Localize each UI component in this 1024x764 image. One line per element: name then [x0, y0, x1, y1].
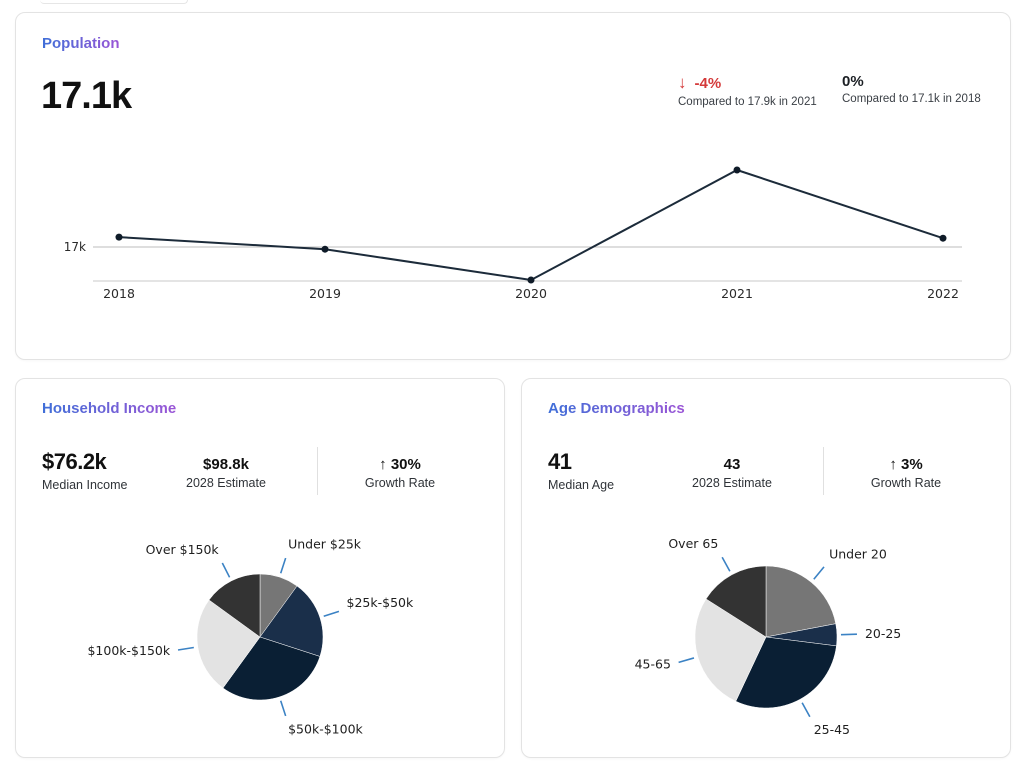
change-2021-label: Compared to 17.9k in 2021 — [678, 96, 817, 108]
leader-line-50k-100k — [279, 700, 287, 717]
pie-slice-under-20 — [765, 565, 837, 638]
pie-label-20-25: 20-25 — [865, 626, 901, 641]
change-2018-label: Compared to 17.1k in 2018 — [842, 93, 981, 105]
income-growth-label: Growth Rate — [364, 476, 436, 490]
arrow-down-icon: ↓ — [678, 73, 687, 92]
age-estimate-stat: 43 2028 Estimate — [682, 456, 782, 490]
leader-line-over-150k — [221, 562, 231, 578]
x-tick-label-2019: 2019 — [309, 286, 341, 301]
leader-line-under-20 — [813, 566, 825, 580]
pie-label-under-25k: Under $25k — [288, 536, 362, 551]
x-tick-label-2020: 2020 — [515, 286, 547, 301]
population-value: 17.1k — [41, 75, 132, 117]
median-age-stat: 41 Median Age — [548, 449, 614, 492]
pie-label-over-150k: Over $150k — [146, 542, 220, 557]
data-point-2019 — [321, 245, 329, 253]
age-growth-label: Growth Rate — [870, 476, 942, 490]
arrow-up-icon: ↑ — [379, 456, 387, 473]
pie-label-25-45: 25-45 — [814, 722, 850, 737]
income-title: Household Income — [42, 400, 177, 417]
pie-label-100k-150k: $100k-$150k — [87, 643, 170, 658]
change-2021-value: -4% — [694, 74, 722, 92]
age-title: Age Demographics — [548, 400, 685, 417]
income-pie-chart: Under $25k $25k-$50k $50k-$100k $100k-$150k… — [87, 536, 414, 737]
pie-label-50k-100k: $50k-$100k — [288, 722, 363, 737]
median-income-value: $76.2k — [42, 449, 107, 474]
pie-label-45-65: 45-65 — [635, 657, 671, 672]
median-age-label: Median Age — [548, 478, 615, 492]
x-tick-label-2022: 2022 — [927, 286, 959, 301]
pie-slice-100k-150k — [196, 599, 261, 689]
change-2018-value: 0% — [842, 73, 864, 90]
leader-line-under-25k — [279, 557, 287, 574]
x-tick-label-2021: 2021 — [721, 286, 753, 301]
leader-line-25-45 — [801, 702, 811, 718]
population-line-chart: 17k 2018 2019 2020 2021 2022 — [64, 166, 962, 301]
leader-line-over-65 — [721, 556, 731, 572]
population-title: Population — [42, 35, 120, 52]
median-income-stat: $76.2k Median Income — [42, 449, 127, 492]
income-estimate-value: $98.8k — [203, 456, 249, 473]
pie-slice-over-150k — [208, 573, 261, 638]
income-estimate-stat: $98.8k 2028 Estimate — [176, 456, 276, 490]
previous-card-edge — [40, 0, 188, 4]
pie-slice-25k-50k — [259, 585, 324, 657]
pie-slice-25-45 — [735, 636, 837, 709]
age-growth-value: 3% — [900, 456, 923, 473]
population-series-line — [118, 168, 944, 282]
population-change-2021: ↓ -4% Compared to 17.9k in 2021 — [678, 73, 817, 108]
data-point-2018 — [115, 233, 123, 241]
data-point-2020 — [527, 276, 535, 284]
pie-slice-45-65 — [694, 598, 767, 702]
y-tick-label: 17k — [64, 240, 86, 254]
population-change-2018: 0% Compared to 17.1k in 2018 — [842, 73, 981, 105]
pie-label-25k-50k: $25k-$50k — [347, 595, 414, 610]
median-age-value: 41 — [548, 449, 572, 474]
age-growth-stat: ↑ 3% Growth Rate — [856, 456, 956, 490]
income-estimate-label: 2028 Estimate — [186, 476, 266, 490]
pie-label-under-20: Under 20 — [829, 547, 887, 562]
pie-label-over-65: Over 65 — [668, 536, 718, 551]
leader-line-20-25 — [840, 633, 857, 636]
age-estimate-value: 43 — [723, 456, 741, 473]
leader-line-100k-150k — [177, 646, 194, 651]
data-point-2021 — [733, 166, 741, 174]
pie-slice-50k-100k — [222, 636, 321, 701]
age-demographics-card: Age Demographics 41 Median Age 43 2028 E… — [521, 378, 1011, 758]
age-divider — [823, 447, 824, 495]
pie-slice-over-65 — [705, 565, 767, 638]
income-growth-stat: ↑ 30% Growth Rate — [350, 456, 450, 490]
age-estimate-label: 2028 Estimate — [692, 476, 772, 490]
arrow-up-icon: ↑ — [889, 456, 897, 473]
household-income-card: Household Income $76.2k Median Income $9… — [15, 378, 505, 758]
income-divider — [317, 447, 318, 495]
data-point-2022 — [939, 234, 947, 242]
x-tick-label-2018: 2018 — [103, 286, 135, 301]
population-card: Population 17.1k ↓ -4% Compared to 17.9k… — [15, 12, 1011, 360]
leader-line-25k-50k — [323, 610, 340, 618]
age-pie-chart: Under 20 20-25 25-45 45-65 Over 65 — [635, 536, 902, 737]
leader-line-45-65 — [678, 657, 695, 664]
median-income-label: Median Income — [42, 478, 128, 492]
income-growth-value: 30% — [390, 456, 421, 473]
